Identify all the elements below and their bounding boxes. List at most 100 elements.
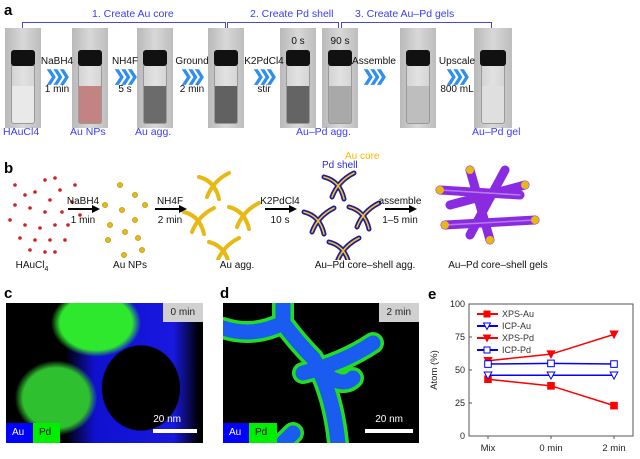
panel-c-label: c xyxy=(4,285,13,302)
stage-caption: Au NPs xyxy=(113,260,147,271)
legend-pd: Pd xyxy=(249,423,277,443)
step-reagent: Ground xyxy=(175,56,209,67)
x-tick-label: 0 min xyxy=(539,443,562,454)
step-condition: 1 min xyxy=(44,84,70,95)
x-tick-label: 2 min xyxy=(602,443,625,454)
nanoparticle xyxy=(139,247,145,253)
step-condition: 10 s xyxy=(270,215,290,226)
au-pd-agg-caption: Au–Pd agg. xyxy=(296,126,351,138)
data-point xyxy=(483,346,491,354)
ion-dot xyxy=(28,248,32,252)
time-label: 0 s xyxy=(291,36,305,47)
legend-au: Au xyxy=(6,423,33,443)
panel-d-label: d xyxy=(220,285,230,302)
legend-pd: Pd xyxy=(33,423,60,443)
y-tick-label: 0 xyxy=(460,431,465,441)
vial-cap xyxy=(327,50,353,66)
ion-dot xyxy=(43,178,47,182)
chevron-arrow-icon: ❯❯❯ xyxy=(362,68,388,85)
panel-e-label: e xyxy=(428,286,437,303)
nanoparticle xyxy=(142,202,148,208)
vial-liquid xyxy=(328,86,352,124)
plot-frame xyxy=(468,303,634,437)
step-condition: 800 mL xyxy=(440,84,474,95)
au-aggregate xyxy=(182,206,216,236)
step-reagent: Assemble xyxy=(352,56,396,67)
legend-label: ICP-Au xyxy=(502,321,531,331)
chevron-arrow-icon: ❯❯❯ xyxy=(113,68,139,85)
nanoparticle xyxy=(121,252,127,258)
ion-dot xyxy=(53,176,57,180)
nanoparticle xyxy=(117,182,123,188)
data-point xyxy=(609,330,619,340)
vial-liquid xyxy=(11,86,35,124)
ion-dot xyxy=(8,218,12,222)
nanoparticle xyxy=(135,235,141,241)
step-condition: 2 min xyxy=(179,84,205,95)
atom-percent-chart: 0 25 50 75 100 Mix 0 min 2 min Atom (%) XPS-Au ICP… xyxy=(429,299,634,454)
core-shell-aggregates xyxy=(301,170,382,260)
step-reagent: NH4F xyxy=(156,196,184,207)
vial-liquid xyxy=(143,86,167,124)
time-label: 90 s xyxy=(330,36,350,47)
au-aggregates xyxy=(182,171,261,260)
eds-map-2min: 2 min 20 nm Au Pd xyxy=(223,303,419,443)
au-core xyxy=(348,202,380,230)
series-ICP-Au xyxy=(483,371,619,381)
data-point xyxy=(547,382,555,390)
ion-dot xyxy=(43,210,47,214)
eds-map-0min: 0 min 20 nm Au Pd xyxy=(6,303,203,443)
stage-1-title: 1. Create Au core xyxy=(92,8,174,20)
schematic xyxy=(8,165,540,260)
data-point xyxy=(546,350,556,360)
step-reagent: K2PdCl4 xyxy=(260,196,300,207)
chevron-arrow-icon: ❯❯❯ xyxy=(445,68,471,85)
data-point xyxy=(483,371,493,381)
stage-2-title: 2. Create Pd shell xyxy=(250,8,334,20)
stage-caption: Au agg. xyxy=(219,260,255,271)
nanoparticle xyxy=(122,229,128,235)
vial-liquid xyxy=(480,86,506,124)
pd-shell-label: Pd shell xyxy=(322,160,358,171)
vial-liquid xyxy=(214,86,238,124)
series-XPS-Au xyxy=(484,375,618,410)
ion-dot xyxy=(63,238,67,242)
step-reagent: NaBH4 xyxy=(66,196,100,207)
step-condition: stir xyxy=(257,84,271,95)
data-point xyxy=(484,360,492,368)
vial-photo: 0 s xyxy=(280,28,316,128)
scale-bar xyxy=(365,429,413,433)
ion-dot xyxy=(43,250,47,254)
step-condition: 1–5 min xyxy=(382,215,418,226)
vial-liquid xyxy=(406,86,430,124)
x-tick-label: Mix xyxy=(481,443,496,454)
au-core xyxy=(323,172,355,200)
ion-dot xyxy=(28,206,32,210)
legend-au: Au xyxy=(223,423,249,443)
legend-label: XPS-Pd xyxy=(502,333,534,343)
stage-1-bracket xyxy=(22,22,226,29)
arrow-right-icon xyxy=(155,205,187,213)
arrow-right-icon xyxy=(385,205,417,213)
ion-dot xyxy=(23,223,27,227)
vial-photo xyxy=(72,28,108,128)
series-ICP-Pd xyxy=(484,359,618,368)
ion-dot xyxy=(60,210,64,214)
chevron-arrow-icon: ❯❯❯ xyxy=(45,68,71,85)
ion-dot xyxy=(38,226,42,230)
nanoparticle xyxy=(132,217,138,223)
vial-cap xyxy=(142,50,168,66)
data-point xyxy=(546,371,556,381)
time-tag: 0 min xyxy=(162,303,203,322)
au-aggregate xyxy=(207,236,241,260)
vial-cap xyxy=(480,50,506,66)
vial-photo: 90 s xyxy=(322,28,358,128)
au-core xyxy=(328,237,360,260)
step-reagent: K2PdCl4 xyxy=(244,56,284,67)
scale-bar xyxy=(153,429,197,433)
ion-dot xyxy=(33,238,37,242)
step-reagent: NaBH4 xyxy=(40,56,74,67)
stage-caption: Au–Pd core–shell agg. xyxy=(314,260,416,271)
au-aggregate xyxy=(227,201,261,231)
ion-dot xyxy=(70,200,74,204)
